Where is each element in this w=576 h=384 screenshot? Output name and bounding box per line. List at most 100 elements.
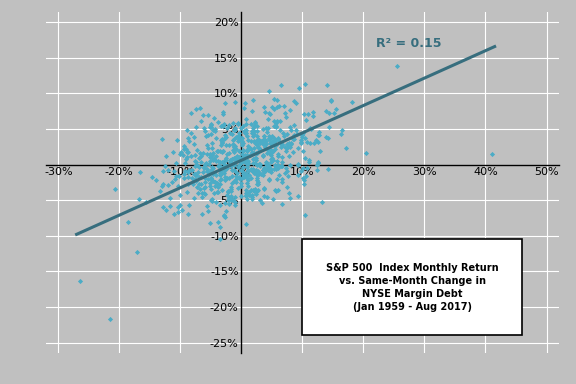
Point: [124, 218, 133, 225]
Point: [305, 140, 314, 146]
Point: [188, 180, 197, 187]
Point: [299, 147, 308, 154]
Point: [132, 249, 142, 255]
Point: [157, 136, 166, 142]
Point: [238, 171, 248, 177]
Point: [179, 175, 188, 181]
Point: [229, 161, 238, 167]
Point: [229, 197, 238, 203]
Point: [249, 166, 258, 172]
Point: [264, 163, 274, 169]
Point: [242, 174, 252, 180]
Point: [207, 196, 217, 202]
Point: [259, 169, 268, 175]
Point: [293, 131, 302, 137]
Point: [253, 167, 262, 174]
Point: [197, 211, 206, 217]
Point: [258, 138, 267, 144]
Point: [347, 99, 357, 105]
Point: [274, 172, 283, 178]
Point: [260, 166, 270, 172]
Point: [161, 153, 170, 159]
Point: [236, 155, 245, 161]
Point: [105, 316, 115, 322]
Point: [392, 63, 401, 69]
Point: [231, 173, 240, 179]
Point: [184, 167, 194, 173]
Point: [191, 159, 200, 165]
Point: [252, 187, 262, 194]
Point: [215, 172, 225, 179]
Point: [213, 148, 222, 154]
Point: [274, 187, 283, 193]
Point: [293, 161, 302, 167]
Point: [193, 147, 202, 154]
Point: [234, 132, 243, 139]
Point: [221, 214, 230, 220]
Point: [272, 142, 281, 148]
Point: [192, 162, 202, 168]
Point: [205, 158, 214, 164]
Point: [199, 185, 209, 191]
Point: [221, 167, 230, 173]
Point: [210, 179, 219, 185]
Point: [200, 128, 209, 134]
Point: [278, 175, 287, 182]
Point: [170, 176, 180, 182]
Point: [237, 183, 246, 189]
Point: [260, 104, 269, 110]
Point: [195, 185, 204, 192]
Point: [203, 112, 213, 118]
Point: [183, 174, 192, 180]
Point: [211, 158, 221, 164]
Point: [331, 106, 340, 113]
Point: [252, 181, 262, 187]
Point: [277, 201, 286, 207]
Point: [158, 168, 168, 174]
Point: [204, 170, 213, 177]
Point: [304, 111, 313, 117]
Point: [298, 132, 307, 138]
Point: [240, 158, 249, 164]
Point: [203, 169, 213, 175]
Point: [200, 175, 210, 181]
Point: [241, 160, 251, 166]
Point: [155, 187, 164, 194]
Point: [213, 219, 222, 225]
Point: [237, 160, 246, 166]
Point: [217, 168, 226, 174]
Point: [302, 165, 312, 171]
Point: [228, 131, 237, 137]
Point: [205, 124, 214, 131]
Point: [179, 146, 188, 152]
Point: [253, 169, 262, 175]
Point: [184, 202, 194, 209]
Point: [251, 191, 260, 197]
Point: [172, 160, 181, 166]
Text: S&P 500  Index Monthly Return
vs. Same-Month Change in
NYSE Margin Debt
(Jan 195: S&P 500 Index Monthly Return vs. Same-Mo…: [326, 263, 499, 312]
Point: [222, 155, 231, 161]
Point: [210, 156, 219, 162]
Point: [252, 142, 262, 149]
Point: [298, 130, 308, 136]
Point: [222, 175, 232, 181]
Point: [196, 159, 206, 165]
Point: [241, 127, 251, 133]
Point: [248, 160, 257, 166]
Point: [249, 168, 258, 174]
Point: [240, 170, 249, 176]
Point: [271, 120, 281, 126]
Point: [306, 126, 315, 132]
Point: [248, 187, 257, 194]
Point: [264, 147, 273, 154]
Point: [249, 131, 259, 137]
Point: [197, 181, 206, 187]
Point: [326, 98, 335, 104]
Point: [301, 81, 310, 87]
Point: [213, 184, 222, 190]
Point: [242, 190, 251, 196]
Point: [181, 146, 190, 152]
Point: [194, 169, 203, 175]
Point: [272, 158, 282, 164]
Point: [249, 123, 259, 129]
